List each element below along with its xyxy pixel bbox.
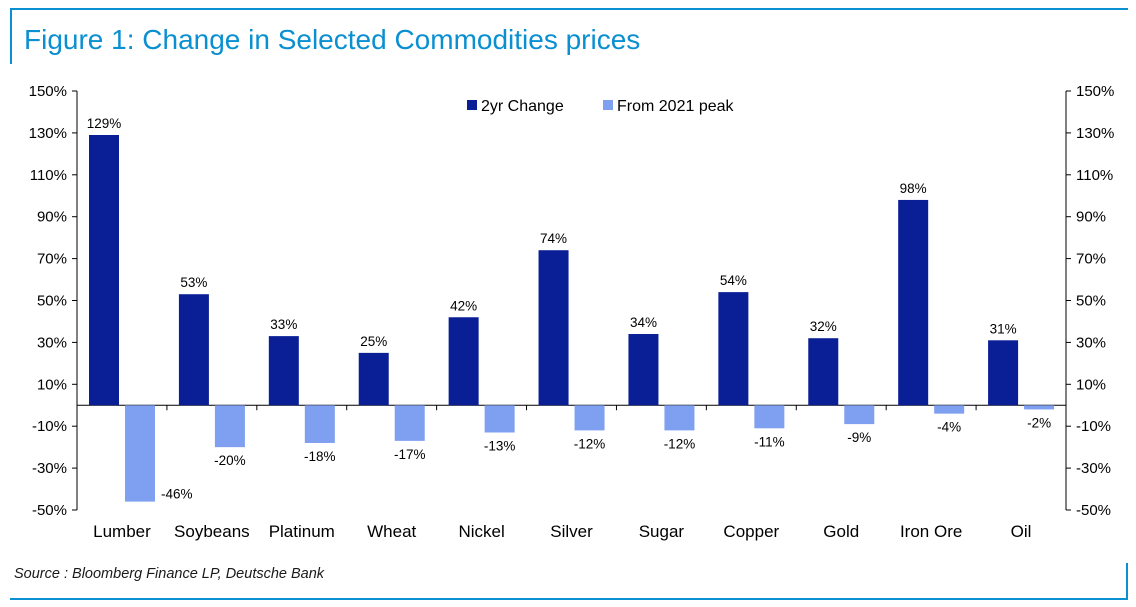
- y-tick-label-left: -10%: [32, 418, 67, 435]
- data-label-2yr-change: 129%: [87, 116, 122, 131]
- y-tick-label-right: 110%: [1076, 167, 1113, 184]
- data-label-2yr-change: 98%: [900, 181, 927, 196]
- y-tick-label-right: 10%: [1076, 376, 1106, 393]
- chart-title: Figure 1: Change in Selected Commodities…: [24, 24, 641, 55]
- bar-2yr-change: [718, 292, 749, 406]
- x-category-label: Nickel: [458, 522, 504, 541]
- y-tick-label-left: 130%: [29, 125, 67, 142]
- bar-from-2021-peak: [484, 405, 515, 433]
- bar-from-2021-peak: [125, 405, 155, 502]
- data-label-from-2021-peak: -13%: [484, 438, 516, 453]
- data-label-from-2021-peak: -12%: [574, 436, 606, 451]
- frame-top-border: [10, 8, 1128, 10]
- bar-from-2021-peak: [664, 405, 695, 431]
- bar-from-2021-peak: [304, 405, 335, 443]
- data-label-from-2021-peak: -20%: [214, 453, 246, 468]
- bar-2yr-change: [988, 340, 1019, 406]
- bar-2yr-change: [358, 352, 389, 406]
- bar-2yr-change: [898, 199, 929, 406]
- source-note: Source : Bloomberg Finance LP, Deutsche …: [14, 566, 325, 582]
- legend-label-2yr-change: 2yr Change: [481, 98, 564, 115]
- legend-swatch-2yr-change: [467, 100, 477, 110]
- y-tick-label-left: 110%: [30, 167, 67, 184]
- data-label-from-2021-peak: -17%: [394, 447, 426, 462]
- bar-2yr-change: [178, 294, 209, 406]
- data-label-from-2021-peak: -11%: [754, 434, 785, 449]
- data-label-from-2021-peak: -4%: [937, 420, 961, 435]
- y-tick-label-left: 70%: [37, 251, 67, 268]
- y-tick-label-right: 130%: [1076, 125, 1114, 142]
- legend-swatch-from-2021-peak: [603, 100, 613, 110]
- legend-label-from-2021-peak: From 2021 peak: [617, 98, 735, 115]
- x-category-label: Wheat: [367, 522, 416, 541]
- y-tick-label-left: 90%: [37, 209, 67, 226]
- bar-2yr-change: [808, 338, 839, 406]
- bar-from-2021-peak: [934, 405, 965, 414]
- x-category-label: Silver: [550, 522, 593, 541]
- x-category-label: Oil: [1011, 522, 1032, 541]
- y-tick-label-right: -10%: [1076, 418, 1111, 435]
- y-tick-label-right: 30%: [1076, 334, 1106, 351]
- frame-bottom-border: [10, 598, 1128, 600]
- data-label-2yr-change: 32%: [810, 319, 837, 334]
- y-tick-label-left: 50%: [37, 293, 67, 310]
- x-category-label: Soybeans: [174, 522, 250, 541]
- data-label-2yr-change: 42%: [450, 298, 477, 313]
- bar-2yr-change: [268, 336, 299, 406]
- y-tick-label-right: 150%: [1076, 83, 1114, 100]
- data-label-from-2021-peak: -18%: [304, 449, 336, 464]
- y-tick-label-right: 70%: [1076, 251, 1106, 268]
- frame-left-accent: [10, 8, 12, 64]
- x-category-label: Iron Ore: [900, 522, 962, 541]
- bar-from-2021-peak: [574, 405, 605, 431]
- data-label-2yr-change: 33%: [270, 317, 297, 332]
- bar-from-2021-peak: [844, 405, 875, 425]
- data-label-2yr-change: 74%: [540, 231, 567, 246]
- data-label-2yr-change: 34%: [630, 315, 657, 330]
- y-tick-label-right: 50%: [1076, 293, 1106, 310]
- bar-2yr-change: [89, 134, 119, 406]
- data-label-2yr-change: 25%: [360, 334, 387, 349]
- x-category-label: Copper: [723, 522, 779, 541]
- y-tick-label-left: -30%: [32, 460, 67, 477]
- y-tick-label-right: -30%: [1076, 460, 1111, 477]
- data-label-from-2021-peak: -2%: [1027, 415, 1051, 430]
- bar-2yr-change: [628, 334, 659, 406]
- bar-from-2021-peak: [1024, 405, 1055, 410]
- x-category-label: Sugar: [639, 522, 685, 541]
- bar-from-2021-peak: [214, 405, 245, 448]
- y-tick-label-right: -50%: [1076, 502, 1111, 519]
- x-category-label: Platinum: [269, 522, 335, 541]
- data-label-2yr-change: 31%: [990, 321, 1017, 336]
- y-tick-label-left: -50%: [32, 502, 67, 519]
- bar-2yr-change: [448, 317, 479, 406]
- x-category-label: Lumber: [93, 522, 151, 541]
- x-category-label: Gold: [823, 522, 859, 541]
- bar-from-2021-peak: [754, 405, 785, 429]
- bar-2yr-change: [538, 250, 569, 406]
- y-tick-label-left: 30%: [37, 334, 67, 351]
- y-tick-label-right: 90%: [1076, 209, 1106, 226]
- data-label-from-2021-peak: -46%: [161, 487, 193, 502]
- data-label-2yr-change: 53%: [180, 275, 207, 290]
- bar-from-2021-peak: [394, 405, 425, 441]
- frame-right-accent: [1126, 563, 1128, 599]
- y-tick-label-left: 10%: [37, 376, 67, 393]
- data-label-2yr-change: 54%: [720, 273, 747, 288]
- data-label-from-2021-peak: -9%: [847, 430, 871, 445]
- y-tick-label-left: 150%: [29, 83, 67, 100]
- data-label-from-2021-peak: -12%: [664, 436, 696, 451]
